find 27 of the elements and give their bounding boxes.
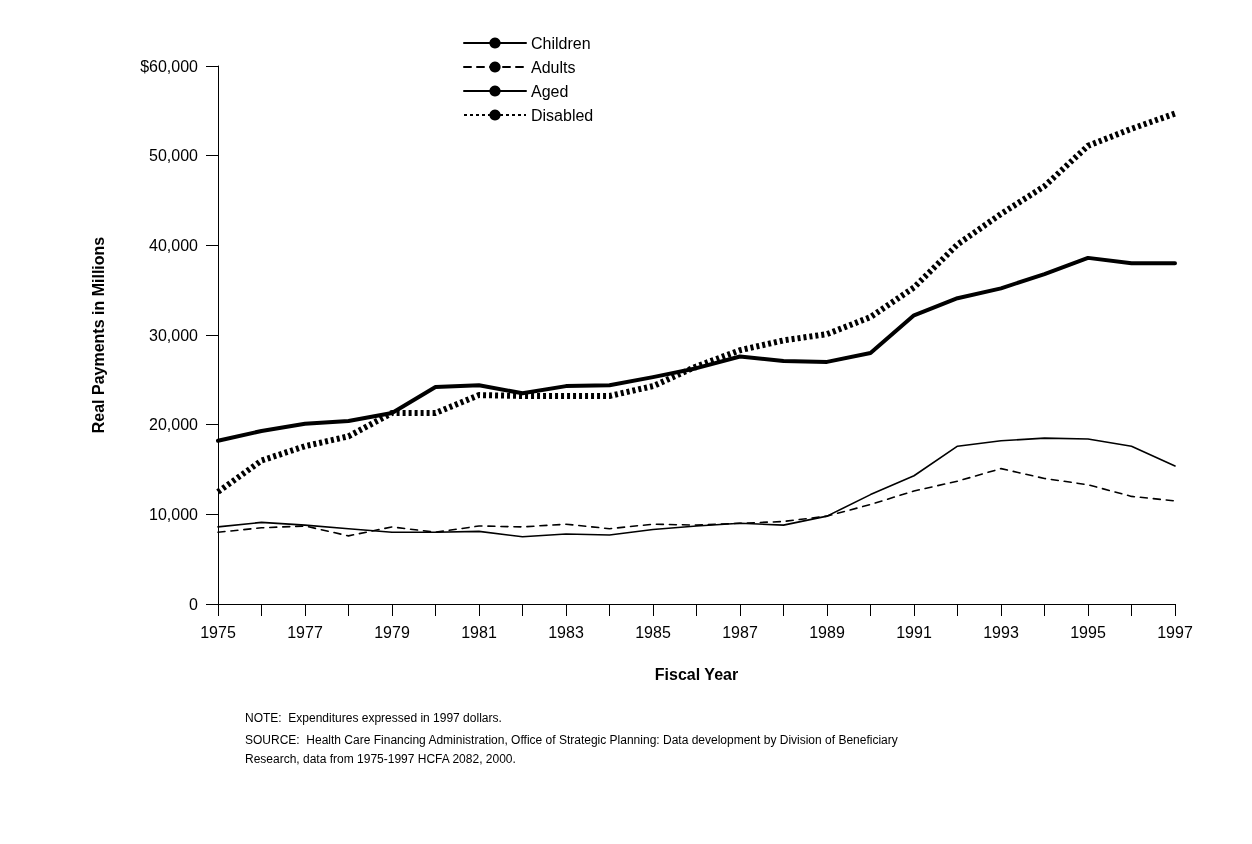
legend-label: Children (531, 34, 591, 52)
y-tick-label: 20,000 (149, 416, 199, 434)
x-tick-label: 1991 (896, 623, 932, 641)
y-tick-label: 10,000 (149, 505, 199, 523)
y-tick-label: 40,000 (149, 236, 199, 254)
x-axis-title: Fiscal Year (654, 665, 739, 683)
y-tick-label: 50,000 (149, 147, 199, 165)
legend-label: Disabled (531, 106, 594, 124)
x-tick-label: 1993 (983, 623, 1019, 641)
x-tick-label: 1975 (200, 623, 236, 641)
legend-label: Aged (531, 82, 569, 100)
source-note: SOURCE: Health Care Financing Administration, Office of Strategic Planning: Data development by Division of Beneficiary Research, data from 1975-1997 HCFA 2082, 2000. (245, 732, 902, 766)
x-tick-label: 1987 (722, 623, 758, 641)
y-tick-label: $60,000 (140, 57, 199, 75)
x-tick-label: 1985 (635, 623, 671, 641)
legend-label: Adults (531, 58, 576, 76)
y-tick-label: 0 (189, 595, 199, 613)
x-tick-label: 1997 (1157, 623, 1193, 641)
text: NOTE: Expenditures expressed in 1997 dollars. (245, 710, 502, 725)
x-tick-label: 1981 (461, 623, 497, 641)
x-tick-label: 1979 (374, 623, 410, 641)
x-tick-label: 1977 (287, 623, 323, 641)
x-tick-label: 1995 (1070, 623, 1106, 641)
y-tick-label: 30,000 (149, 326, 199, 344)
x-tick-label: 1989 (809, 623, 845, 641)
x-tick-label: 1983 (548, 623, 584, 641)
y-axis-title: Real Payments in Millions (89, 236, 107, 434)
